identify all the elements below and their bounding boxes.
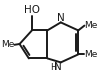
Text: Me: Me xyxy=(84,21,97,30)
Text: N: N xyxy=(57,13,65,23)
Text: Me: Me xyxy=(2,40,15,49)
Text: H: H xyxy=(50,63,56,72)
Text: Me: Me xyxy=(84,50,97,59)
Text: HO: HO xyxy=(24,5,40,15)
Text: N: N xyxy=(54,62,62,72)
